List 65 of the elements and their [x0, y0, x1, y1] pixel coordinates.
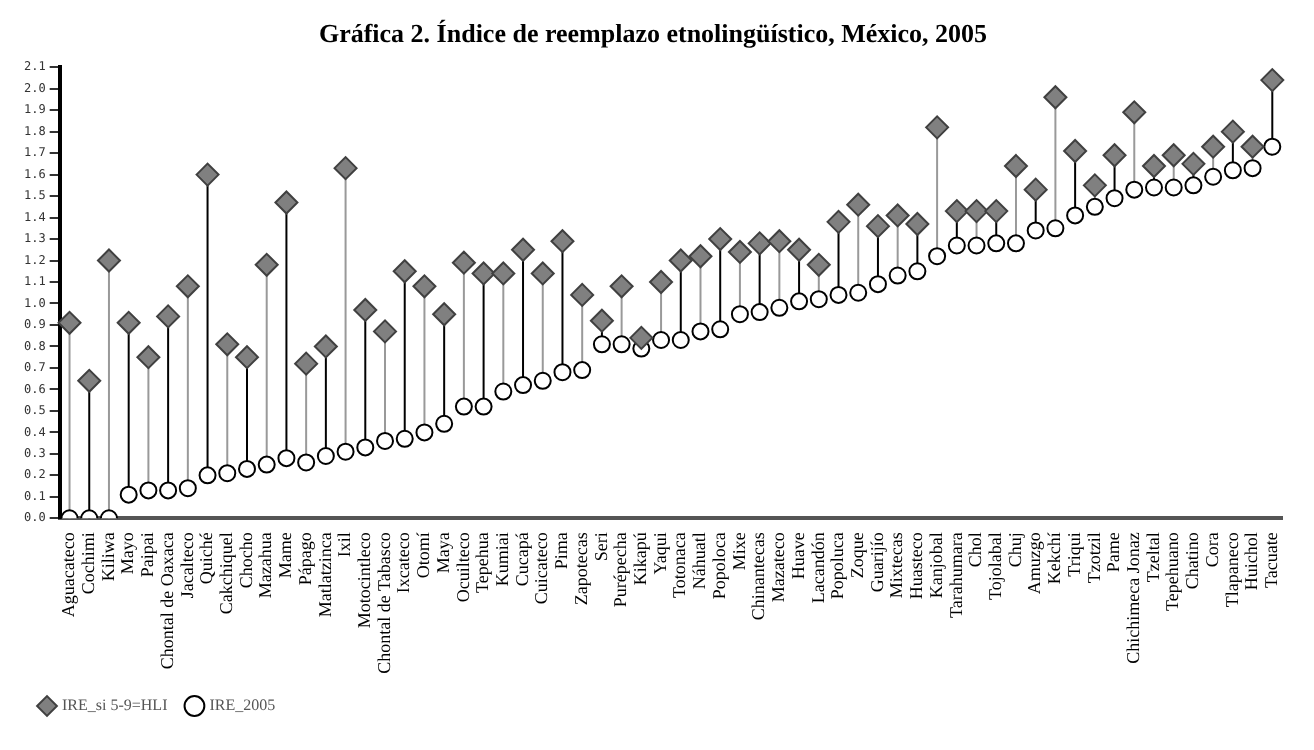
x-tick-label: Pima — [551, 532, 572, 570]
x-tick-label: Jacalteco — [176, 531, 197, 599]
x-tick-label: Otomí — [413, 531, 434, 579]
legend-label: IRE_si 5-9=HLI — [62, 696, 169, 715]
x-tick-label: Zoque — [846, 532, 867, 579]
x-tick-label: Náhuatl — [689, 531, 710, 590]
x-tick-label: Cochimi — [77, 531, 98, 595]
x-tick-label: Mazahua — [255, 532, 276, 599]
x-tick-label: Seri — [590, 531, 611, 562]
legend-label: IRE_2005 — [209, 696, 276, 715]
x-tick-label: Chocho — [235, 531, 256, 589]
x-tick-label: Popoluca — [827, 532, 848, 600]
x-tick-label: Ixcateco — [393, 531, 414, 594]
x-tick-label: Mame — [275, 532, 296, 579]
x-tick-label: Huasteco — [906, 531, 927, 600]
x-tick-label: Tzotzil — [1083, 531, 1104, 584]
x-tick-label: Aguacateco — [58, 531, 79, 618]
x-tick-label: Popoloca — [708, 532, 729, 600]
x-tick-label: Pame — [1103, 532, 1124, 573]
x-tick-label: Tacuate — [1261, 532, 1282, 589]
x-tick-label: Tojolabal — [984, 531, 1005, 601]
x-tick-label: Maya — [432, 532, 453, 574]
chart-title: Gráfica 2. Índice de reemplazo etnolingüístico, México, 2005 — [318, 18, 989, 49]
x-tick-label: Cora — [1201, 532, 1222, 568]
x-tick-label: Tlapaneco — [1221, 531, 1242, 608]
x-tick-label: Chuj — [1004, 532, 1025, 568]
x-tick-label: Cucapá — [511, 532, 532, 587]
x-tick-label: Chichimeca Jonaz — [1122, 532, 1143, 664]
x-tick-label: Yaqui — [649, 531, 670, 575]
x-tick-label: Lacandón — [807, 531, 828, 604]
x-tick-label: Tzeltal — [1142, 531, 1163, 583]
x-tick-label: Mayo — [117, 531, 138, 575]
x-tick-label: Pápago — [294, 531, 315, 586]
x-tick-label: Matlatzinca — [314, 532, 335, 618]
x-tick-label: Guarijío — [866, 531, 887, 593]
x-tick-label: Kumiai — [492, 531, 513, 587]
x-tick-label: Chontal de Oaxaca — [156, 532, 177, 670]
x-tick-label: Mixe — [728, 532, 749, 571]
x-tick-label: Kikapú — [630, 531, 651, 586]
x-tick-label: Tepehua — [472, 532, 493, 594]
x-tick-label: Kekchí — [1044, 531, 1065, 585]
x-tick-label: Huichol — [1241, 531, 1262, 591]
x-tick-label: Chinantecas — [748, 531, 769, 621]
x-tick-label: Zapotecas — [570, 531, 591, 606]
x-tick-label: Ocuilteco — [452, 531, 473, 603]
x-tick-label: Mazateco — [768, 531, 789, 603]
x-tick-label: Totonaca — [669, 532, 690, 599]
x-tick-label: Chontal de Tabasco — [373, 531, 394, 674]
x-tick-label: Triqui — [1063, 531, 1084, 577]
x-tick-label: Mixtecas — [886, 531, 907, 599]
x-tick-label: Chol — [965, 531, 986, 568]
x-tick-label: Paipai — [137, 531, 158, 578]
x-tick-label: Quiché — [196, 532, 217, 585]
x-tick-label: Tarahumara — [945, 532, 966, 618]
x-tick-label: Huave — [787, 532, 808, 580]
x-tick-label: Tepehuano — [1162, 531, 1183, 612]
x-tick-label: Chatino — [1182, 531, 1203, 590]
x-tick-label: Motocintleco — [354, 531, 375, 629]
x-tick-label: Purépecha — [610, 532, 631, 608]
x-tick-label: Kanjobal — [925, 531, 946, 599]
x-tick-label: Cuicateco — [531, 531, 552, 605]
x-tick-label: Cakchiquel — [215, 531, 236, 615]
x-tick-label: Amuzgo — [1024, 531, 1045, 595]
x-tick-label: Kiliwa — [97, 532, 118, 582]
x-tick-label: Ixil — [334, 531, 355, 558]
